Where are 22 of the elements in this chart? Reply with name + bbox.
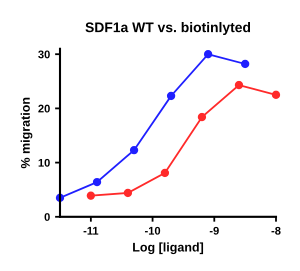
chart-title: SDF1a WT vs. biotinlyted xyxy=(85,22,250,35)
point xyxy=(198,112,206,122)
y-tick-label: 0 xyxy=(44,213,50,221)
point xyxy=(160,168,170,178)
point xyxy=(86,191,96,200)
point xyxy=(240,60,250,68)
y-tick-label: 10 xyxy=(38,158,50,167)
y-tick-label: 20 xyxy=(38,104,50,113)
x-axis-title: Log [ligand] xyxy=(133,242,204,254)
x-tick-label: -10 xyxy=(144,226,160,235)
point xyxy=(234,80,244,90)
point xyxy=(272,90,280,100)
y-axis-title: % migration xyxy=(20,98,32,168)
point xyxy=(204,50,212,58)
x-tick-label: -11 xyxy=(84,226,98,235)
y-tick-label: 30 xyxy=(38,50,50,58)
point xyxy=(92,178,102,186)
x-tick-label: -8 xyxy=(271,226,281,235)
point xyxy=(130,146,138,154)
point xyxy=(124,188,132,198)
x-tick-label: -9 xyxy=(210,226,219,235)
point xyxy=(166,92,176,100)
